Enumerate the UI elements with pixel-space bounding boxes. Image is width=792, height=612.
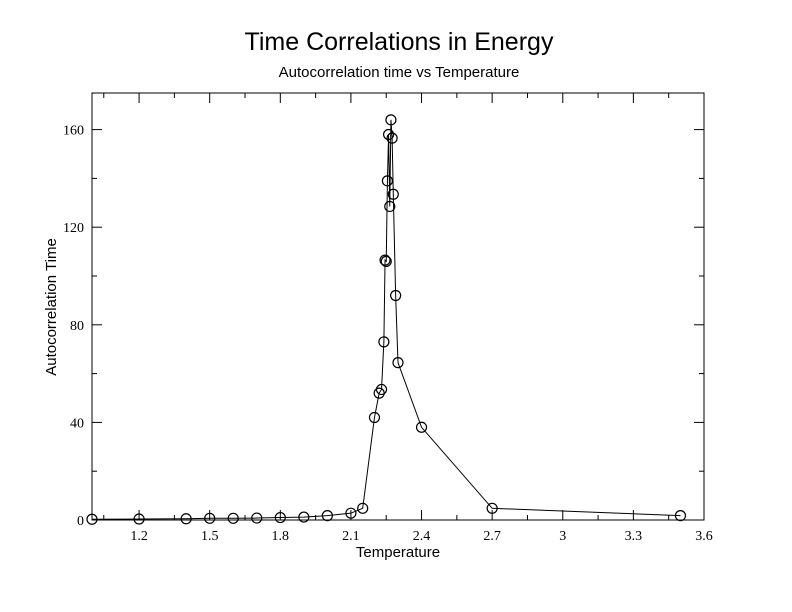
- y-axis-label: Autocorrelation Time: [43, 238, 60, 376]
- data-point: [375, 383, 388, 396]
- data-point: [251, 512, 263, 524]
- x-tick-label: 1.2: [130, 529, 148, 544]
- data-point: [674, 510, 687, 522]
- data-point: [387, 188, 399, 200]
- data-point: [86, 513, 98, 525]
- data-point: [386, 132, 398, 144]
- data-point: [378, 336, 390, 348]
- data-point: [274, 511, 286, 524]
- data-point: [392, 357, 404, 369]
- x-tick-label: 2.7: [483, 529, 501, 544]
- chart-title: Time Correlations in Energy: [245, 28, 554, 56]
- data-point: [133, 513, 145, 525]
- data-point: [415, 421, 428, 433]
- data-series: [86, 114, 687, 525]
- x-tick-label: 3.6: [695, 529, 713, 544]
- data-point: [381, 175, 394, 187]
- y-tick-label: 40: [70, 416, 84, 431]
- data-point: [382, 128, 395, 141]
- series-line: [91, 119, 681, 520]
- data-point: [345, 507, 357, 519]
- data-point: [180, 513, 192, 525]
- data-point: [384, 200, 396, 213]
- plot-frame: [91, 92, 705, 521]
- x-tick-label: 3.3: [625, 529, 643, 544]
- x-tick-label: 2.1: [342, 529, 360, 544]
- x-tick-label: 1.5: [201, 529, 219, 544]
- x-tick-label: 2.4: [413, 529, 431, 544]
- y-tick-label: 160: [63, 124, 84, 139]
- data-point: [368, 411, 381, 424]
- data-point: [298, 511, 310, 523]
- x-tick-label: 3: [559, 529, 566, 544]
- axis-ticks: [92, 93, 705, 521]
- y-tick-label: 120: [63, 221, 84, 236]
- data-point: [486, 502, 498, 514]
- data-point: [385, 114, 397, 126]
- tick-labels: 1.2 1.5 1.8 2.1 2.4 2.7 3 3.3 3.6 0 40 80 120 160: [63, 124, 713, 544]
- data-point: [390, 289, 402, 302]
- data-point: [204, 512, 216, 524]
- y-tick-label: 0: [77, 514, 84, 529]
- data-point: [227, 512, 239, 524]
- chart-subtitle: Autocorrelation time vs Temperature: [279, 64, 520, 81]
- data-point: [321, 510, 333, 522]
- x-tick-label: 1.8: [272, 529, 290, 544]
- data-point: [380, 255, 392, 267]
- data-point: [357, 502, 369, 514]
- data-point: [379, 254, 391, 266]
- x-axis-label: Temperature: [356, 544, 440, 561]
- y-tick-label: 80: [70, 319, 84, 334]
